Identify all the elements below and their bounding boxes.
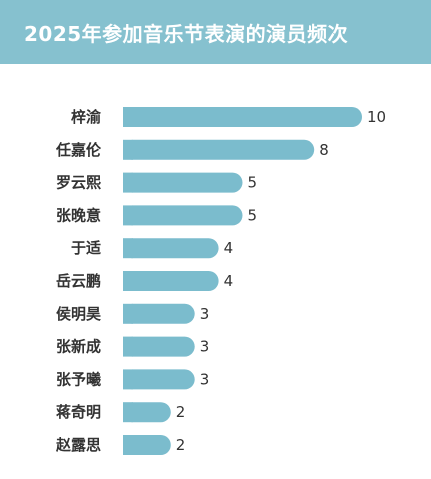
category-label-9: 张予曦 [56, 370, 101, 388]
category-label-11: 赵露思 [55, 436, 101, 454]
category-label-8: 张新成 [56, 338, 101, 356]
bar-left-edge-7 [123, 303, 133, 324]
category-label-7: 侯明昊 [56, 305, 101, 323]
category-label-6: 岳云鹏 [56, 272, 101, 290]
bar-left-edge-6 [123, 271, 133, 291]
bar-9 [123, 369, 195, 390]
bar-left-edge-5 [123, 238, 133, 259]
bar-left-edge-1 [123, 107, 133, 127]
bar-left-edge-3 [123, 172, 133, 193]
bar-left-edge-2 [123, 139, 133, 160]
value-label-7: 3 [200, 305, 210, 323]
value-label-8: 3 [200, 338, 210, 356]
category-label-2: 任嘉伦 [55, 141, 102, 159]
value-label-2: 8 [319, 141, 329, 159]
bar-chart: 梓渝 10 任嘉伦 8 罗云熙 5 张晚意 5 于适 4 岳云鹏 4 侯明昊 3 张新成 3 张予曦 3 蒋奇明 2 赵… [55, 107, 386, 455]
bar-6 [123, 271, 219, 291]
value-label-1: 10 [367, 108, 386, 126]
bar-1 [123, 107, 362, 127]
value-label-5: 4 [224, 239, 234, 257]
category-label-4: 张晚意 [56, 206, 101, 224]
value-label-6: 4 [224, 272, 234, 290]
bar-3 [123, 172, 243, 193]
bar-10 [123, 402, 171, 423]
bar-8 [123, 336, 195, 357]
bar-left-edge-8 [123, 336, 133, 357]
bar-left-edge-9 [123, 369, 133, 390]
value-label-3: 5 [248, 174, 258, 192]
bar-4 [123, 205, 243, 226]
bar-5 [123, 238, 219, 259]
bar-left-edge-4 [123, 205, 133, 226]
category-label-10: 蒋奇明 [56, 403, 101, 421]
value-label-9: 3 [200, 370, 210, 388]
bar-left-edge-10 [123, 402, 133, 423]
chart-header: 2025年参加音乐节表演的演员频次 [0, 0, 431, 64]
value-label-4: 5 [248, 206, 258, 224]
bar-2 [123, 139, 315, 160]
category-label-1: 梓渝 [71, 108, 102, 126]
category-label-3: 罗云熙 [56, 174, 101, 192]
value-label-11: 2 [176, 436, 186, 454]
bar-7 [123, 303, 195, 324]
bar-11 [123, 435, 171, 455]
category-label-5: 于适 [71, 239, 101, 257]
chart-title: 2025年参加音乐节表演的演员频次 [24, 21, 349, 46]
value-label-10: 2 [176, 403, 186, 421]
bar-left-edge-11 [123, 435, 133, 455]
